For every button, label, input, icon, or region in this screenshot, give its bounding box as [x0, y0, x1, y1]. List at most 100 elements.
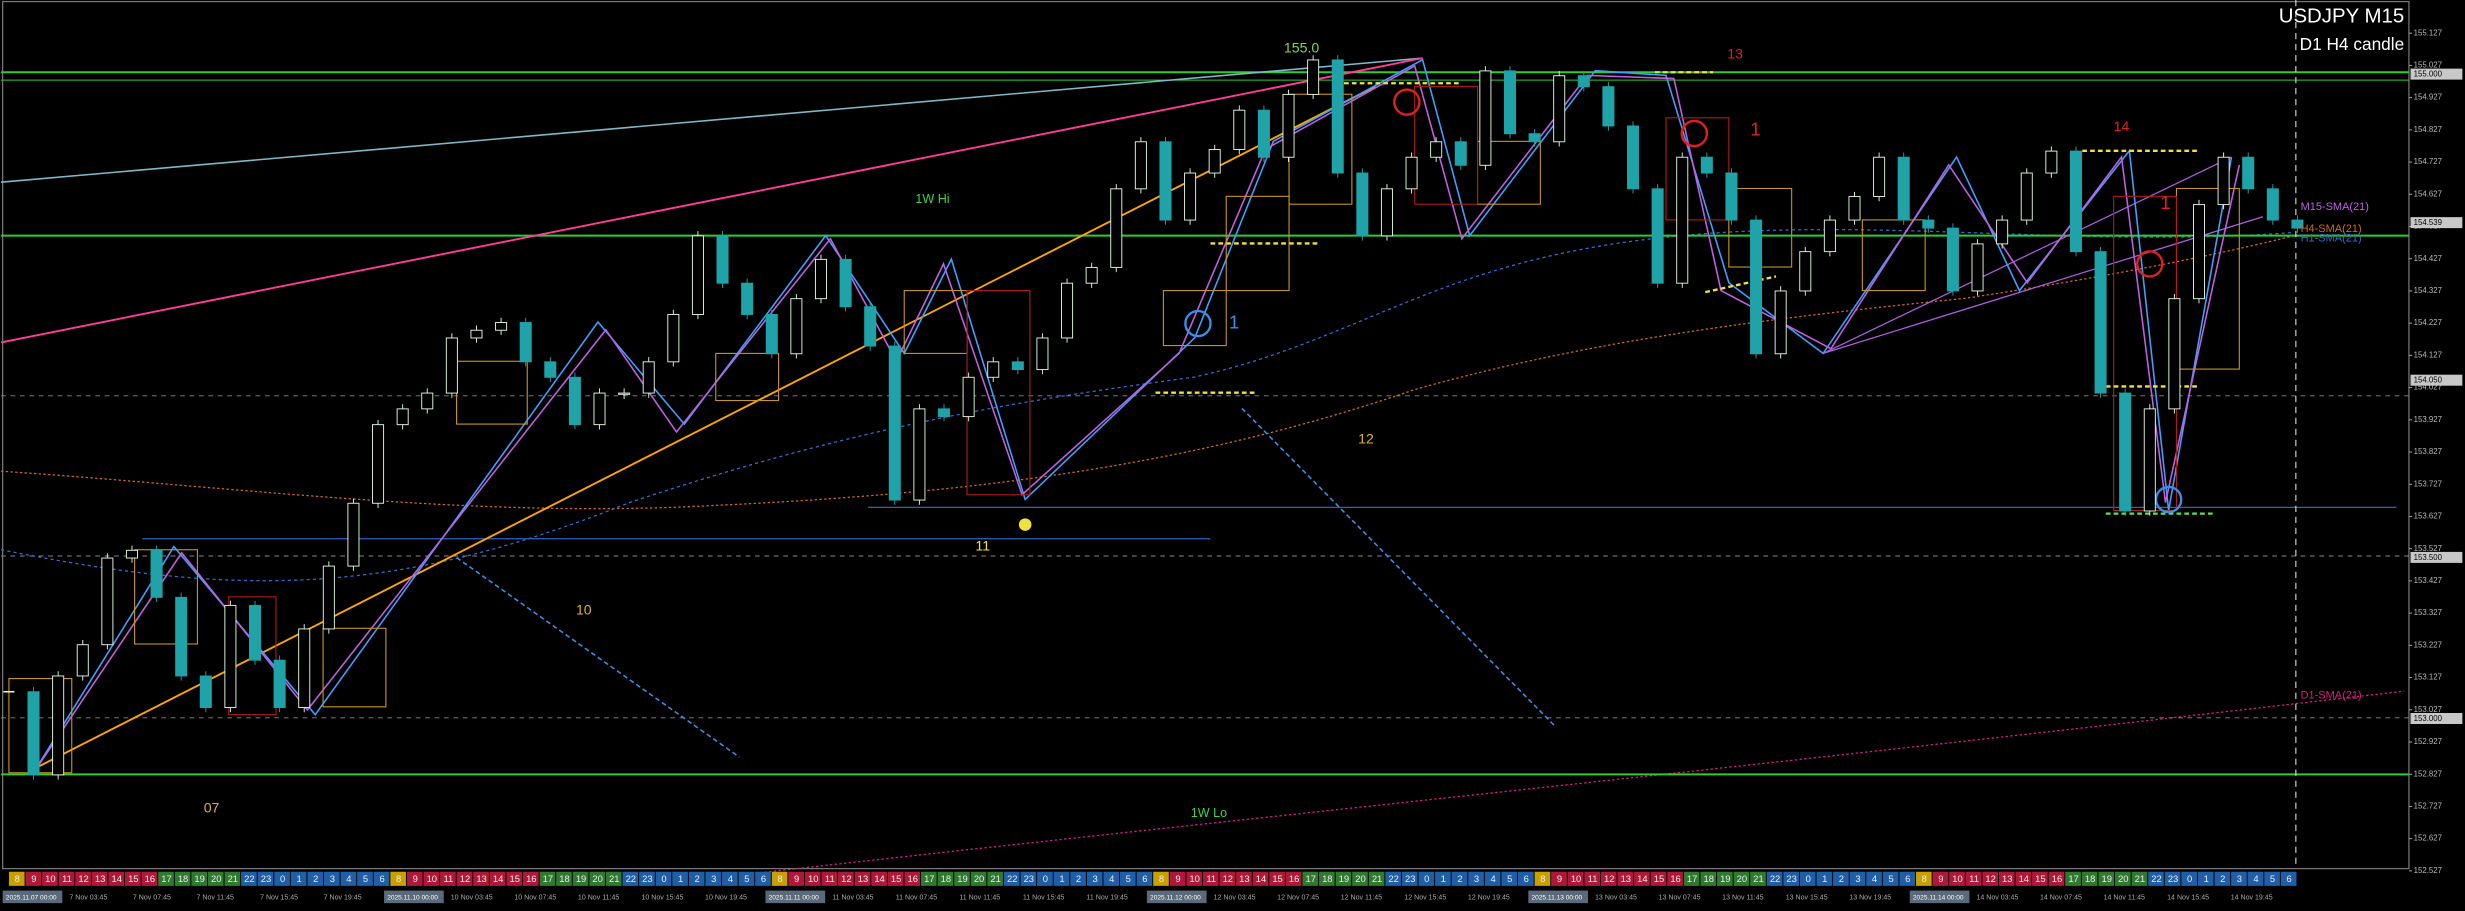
d1-sma-line: [754, 690, 2405, 874]
candle-body: [913, 408, 926, 501]
marker-circle: [1184, 309, 1212, 338]
hour-label: 2: [1457, 873, 1462, 884]
candle-body: [199, 675, 212, 709]
hour-label: 16: [1289, 873, 1299, 884]
hour-label: 22: [244, 873, 254, 884]
hour-cell: [42, 871, 58, 886]
hour-cell: [854, 871, 871, 886]
annotation: 10: [576, 602, 592, 618]
candles: [3, 55, 2304, 780]
date-label: 13 Nov 19:45: [1849, 895, 1891, 902]
hour-label: 14: [111, 873, 121, 884]
candle-body: [1823, 219, 1836, 253]
hour-cell: [589, 871, 605, 886]
candle-body: [839, 258, 852, 308]
hour-cell: [456, 871, 473, 886]
candle-body: [101, 557, 114, 646]
candle-body: [1725, 172, 1738, 221]
candle-body: [1577, 75, 1590, 88]
candle-body: [1184, 172, 1197, 221]
hour-cell: [1683, 871, 1700, 886]
hour-cell: [1551, 871, 1567, 886]
price-mark-label: 153.500: [2414, 553, 2443, 562]
y-tick-label: 153.327: [2414, 608, 2442, 617]
hour-cell: [1020, 871, 1037, 886]
marker-circle: [2136, 250, 2164, 278]
date-label: 10 Nov 15:45: [641, 895, 683, 902]
hour-label: 11: [825, 873, 835, 884]
hour-cell: [91, 871, 108, 886]
hour-cell: [1700, 871, 1717, 886]
hour-label: 16: [526, 873, 536, 884]
candle-body: [568, 376, 581, 426]
hour-cell: [2231, 871, 2247, 886]
hour-cell: [738, 871, 755, 886]
hour-cell: [954, 871, 970, 886]
hour-cell: [904, 871, 921, 886]
hour-label: 16: [1670, 873, 1680, 884]
y-tick-label: 153.727: [2414, 479, 2442, 488]
date-label: 14 Nov 15:45: [2167, 895, 2209, 902]
h4-box: [322, 627, 387, 708]
candle-body: [322, 565, 335, 630]
hour-label: 21: [990, 873, 1000, 884]
hour-cell: [921, 871, 937, 886]
hour-cell: [1285, 871, 1302, 886]
hour-cell: [8, 871, 25, 886]
candle-body: [2266, 188, 2279, 221]
date-label: 11 Nov 15:45: [1023, 895, 1064, 902]
hour-label: 5: [1889, 873, 1894, 884]
candle-body: [642, 361, 655, 394]
candle-body: [691, 235, 704, 315]
y-tick-label: 154.827: [2414, 125, 2442, 134]
hour-label: 4: [2253, 873, 2258, 884]
hour-label: 0: [1043, 873, 1048, 884]
date-label: 7 Nov 07:45: [133, 895, 171, 902]
candle-body: [618, 392, 631, 395]
candle-body: [1946, 227, 1959, 292]
hour-cell: [1252, 871, 1269, 886]
hour-label: 13: [476, 873, 486, 884]
hour-cell: [1733, 871, 1750, 886]
candle-body: [1307, 59, 1320, 95]
marker-circle: [1680, 119, 1709, 148]
hour-label: 1: [1822, 873, 1827, 884]
marker-line: [1705, 275, 1777, 294]
hour-cell: [1882, 871, 1899, 886]
price-mark-box: [2410, 551, 2463, 563]
y-tick-label: 154.427: [2414, 254, 2442, 263]
candle-body: [2020, 172, 2033, 221]
h4-box: [8, 677, 73, 774]
hour-cell: [937, 871, 954, 886]
hour-cell: [489, 871, 506, 886]
hour-cell: [871, 871, 887, 886]
date-label: 11 Nov 03:45: [832, 895, 873, 902]
hour-cell: [1600, 871, 1617, 886]
hour-label: 17: [1687, 873, 1697, 884]
candle-body: [1479, 70, 1492, 166]
hour-label: 22: [2151, 873, 2161, 884]
hour-cell: [1037, 871, 1053, 886]
candle-body: [814, 258, 827, 300]
candle-body: [1085, 266, 1098, 284]
date-label: 11 Nov 19:45: [1086, 895, 1127, 902]
candle-body: [1774, 290, 1787, 355]
date-label: 12 Nov 19:45: [1468, 895, 1510, 902]
hour-label: 17: [2068, 873, 2078, 884]
hour-cell: [2164, 871, 2181, 886]
hour-cell: [1103, 871, 1120, 886]
candle-body: [1627, 125, 1640, 190]
date-label: 12 Nov 11:45: [1341, 895, 1382, 902]
hour-label: 23: [642, 873, 652, 884]
hour-cell: [1169, 871, 1186, 886]
candle-body: [298, 628, 311, 709]
hour-label: 5: [2270, 873, 2275, 884]
annotation: 1: [1229, 312, 1239, 333]
candle-body: [1208, 149, 1221, 174]
hour-cell: [1484, 871, 1501, 886]
h4-sma-line: [1, 234, 2295, 510]
d1-box: [1414, 85, 1479, 205]
y-tick-label: 153.127: [2414, 673, 2442, 682]
hour-cell: [622, 871, 639, 886]
hour-cell: [2115, 871, 2131, 886]
